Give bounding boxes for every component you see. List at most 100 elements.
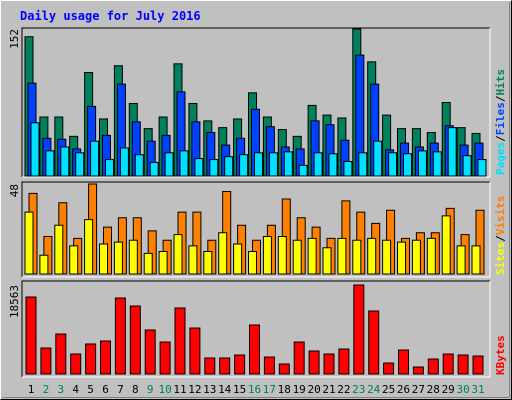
plot-bevel-dark xyxy=(21,27,490,177)
x-tick-label: 22 xyxy=(337,383,350,396)
bar xyxy=(313,152,323,177)
bar xyxy=(248,251,257,275)
y-tick-label: 152 xyxy=(8,29,21,49)
bar xyxy=(234,354,246,375)
bar xyxy=(85,343,97,375)
bar xyxy=(471,245,481,275)
bar xyxy=(100,340,111,375)
plot-bevel-dark xyxy=(21,181,490,277)
bar xyxy=(179,150,189,177)
x-tick-label: 1 xyxy=(28,383,35,396)
bar xyxy=(278,363,290,375)
bar xyxy=(129,305,141,375)
x-tick-label: 4 xyxy=(72,383,79,396)
x-tick-label: 30 xyxy=(456,383,469,396)
x-tick-label: 3 xyxy=(57,383,64,396)
bar xyxy=(203,251,213,275)
bar xyxy=(382,239,392,275)
bar xyxy=(358,152,368,177)
x-tick-label: 28 xyxy=(427,383,440,396)
bar xyxy=(249,324,260,375)
bar xyxy=(75,152,85,177)
x-tick-label: 6 xyxy=(102,383,109,396)
bar xyxy=(368,310,380,375)
x-tick-label: 29 xyxy=(442,383,455,396)
bar xyxy=(239,154,249,177)
bar xyxy=(353,284,365,375)
bar xyxy=(442,353,454,375)
y-tick-label: 48 xyxy=(8,184,21,197)
bar xyxy=(69,245,79,275)
bar xyxy=(457,354,469,375)
bar xyxy=(388,152,398,177)
x-tick-label: 12 xyxy=(188,383,201,396)
bar xyxy=(189,327,201,375)
legend-entry: Pages xyxy=(494,142,507,175)
legend-separator: / xyxy=(494,135,507,142)
chart-title: Daily usage for July 2016 xyxy=(20,9,201,23)
bar xyxy=(447,127,457,177)
bar xyxy=(472,355,484,375)
legend-separator: / xyxy=(494,235,507,242)
x-tick-label: 9 xyxy=(147,383,154,396)
bar xyxy=(397,241,406,275)
x-tick-label: 27 xyxy=(412,383,425,396)
bar xyxy=(293,341,305,375)
bar xyxy=(159,341,171,375)
legend-entry: KBytes xyxy=(494,335,507,375)
x-tick-label: 25 xyxy=(382,383,395,396)
bar xyxy=(338,348,350,375)
bar xyxy=(113,241,123,275)
bar xyxy=(268,152,278,177)
plot-bevel-light xyxy=(22,28,491,178)
bar xyxy=(105,159,114,177)
bar xyxy=(174,307,186,375)
bar xyxy=(164,152,174,177)
bar xyxy=(308,350,320,375)
legend-entry: Hits xyxy=(494,69,507,96)
x-tick-label: 2 xyxy=(43,383,50,396)
bar xyxy=(462,155,472,177)
bar xyxy=(292,239,302,275)
bar xyxy=(39,254,49,275)
bar xyxy=(417,150,427,177)
bar xyxy=(373,140,383,177)
bar xyxy=(84,219,94,275)
bar xyxy=(55,333,67,375)
bar xyxy=(158,251,168,275)
x-tick-label: 31 xyxy=(471,383,484,396)
plot-bevel-dark xyxy=(21,280,490,377)
legend: KBytes xyxy=(494,335,507,375)
legend: Sites/Visits xyxy=(494,196,507,276)
x-tick-label: 26 xyxy=(397,383,410,396)
bar xyxy=(441,215,451,275)
bar xyxy=(143,252,153,275)
x-tick-label: 18 xyxy=(278,383,291,396)
legend-entry: Files xyxy=(494,102,507,135)
bar xyxy=(25,296,37,375)
bar xyxy=(134,154,144,177)
x-tick-label: 15 xyxy=(233,383,246,396)
bar xyxy=(322,247,332,275)
x-tick-label: 13 xyxy=(203,383,216,396)
bar xyxy=(367,237,377,275)
x-tick-label: 20 xyxy=(307,383,320,396)
bar xyxy=(337,237,347,275)
y-tick-label: 18563 xyxy=(8,285,21,318)
bar xyxy=(219,357,231,375)
bar xyxy=(24,211,34,275)
bar xyxy=(99,243,108,275)
x-tick-label: 24 xyxy=(367,383,381,396)
bar xyxy=(188,245,198,275)
legend-entry: Visits xyxy=(494,196,507,236)
bar xyxy=(218,232,228,275)
bar xyxy=(30,122,40,177)
x-tick-label: 5 xyxy=(87,383,94,396)
bar xyxy=(54,224,64,275)
x-tick-label: 7 xyxy=(117,383,124,396)
bar xyxy=(477,159,487,177)
x-tick-label: 11 xyxy=(173,383,186,396)
